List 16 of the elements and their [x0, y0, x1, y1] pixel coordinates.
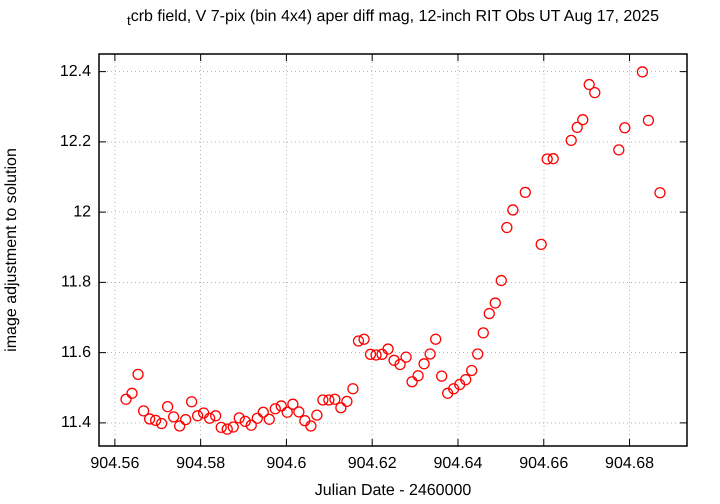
- y-tick-label: 12: [73, 203, 92, 220]
- x-axis-title: Julian Date - 2460000: [314, 482, 472, 499]
- y-tick-label: 12.4: [60, 62, 92, 80]
- x-tick-label: 904.66: [519, 455, 568, 472]
- x-tick-label: 904.58: [176, 455, 226, 472]
- x-tick-label: 904.68: [605, 455, 654, 472]
- y-axis-title: image adjustment to solution: [3, 148, 20, 352]
- x-tick-label: 904.56: [90, 455, 140, 472]
- y-tick-label: 11.4: [61, 414, 92, 432]
- y-tick-label: 12.2: [60, 133, 92, 150]
- chart-title: $_{t}$crb field, V 7-pix (bin 4x4) aper diff mag, 12-inch RIT Obs UT Aug 17, 2025: [126, 8, 660, 28]
- x-tick-label: 904.64: [434, 455, 483, 472]
- x-tick-label: 904.6: [266, 455, 307, 472]
- x-tick-label: 904.62: [348, 455, 397, 472]
- y-tick-label: 11.6: [61, 344, 92, 361]
- y-tick-label: 11.8: [61, 274, 92, 291]
